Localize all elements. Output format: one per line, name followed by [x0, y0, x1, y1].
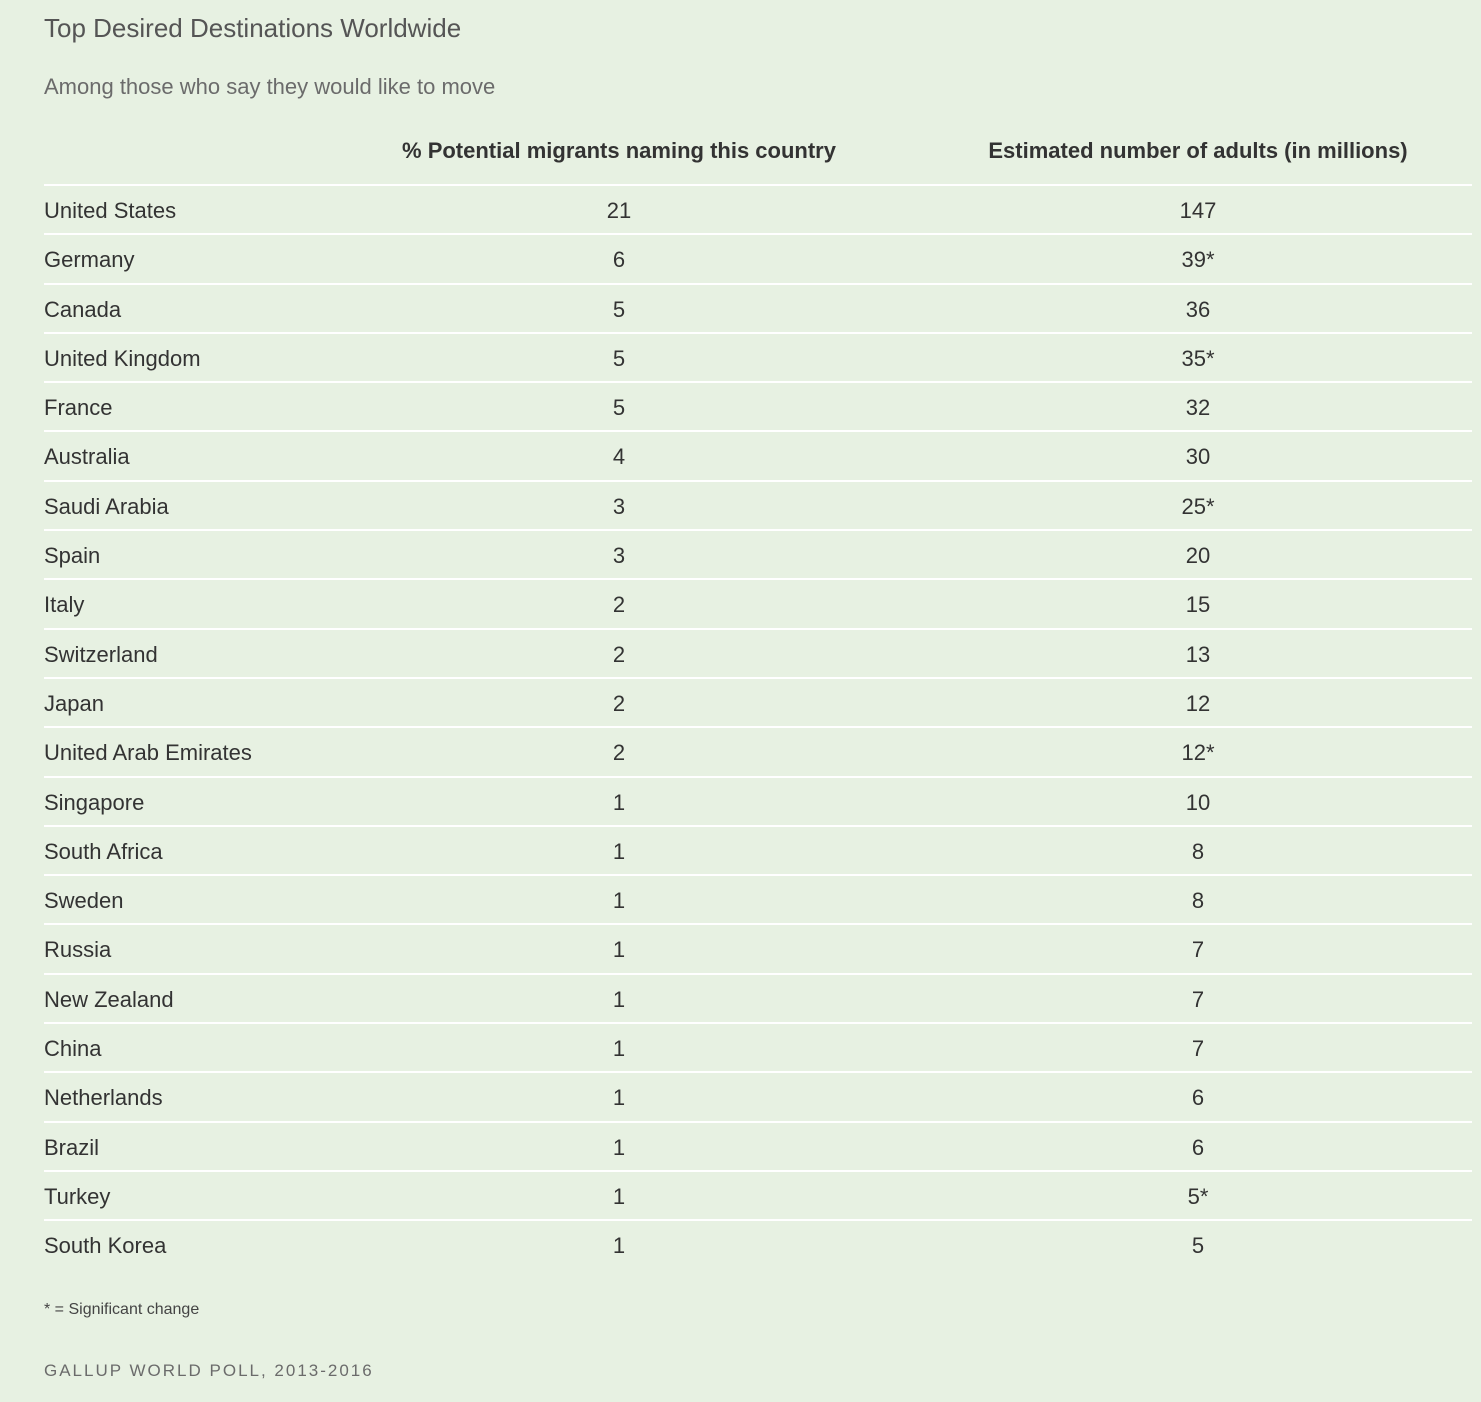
adults-value: 7: [1191, 937, 1205, 963]
adults-value: 30: [1185, 444, 1211, 470]
country-name: Turkey: [44, 1183, 111, 1209]
adults-value: 6: [1191, 1085, 1205, 1111]
table-row: China 1 7: [44, 1024, 1472, 1074]
table-row: Spain 3 20: [44, 531, 1472, 581]
adults-value: 5*: [1187, 1183, 1209, 1209]
table-row: Canada 5 36: [44, 285, 1472, 334]
table-row: United Kingdom 5 35*: [44, 334, 1472, 384]
country-name: Canada: [44, 296, 122, 322]
footnote: * = Significant change: [44, 1301, 200, 1318]
table-row: Australia 4 30: [44, 432, 1472, 482]
country-name: France: [44, 395, 113, 421]
percent-value: 1: [612, 986, 626, 1012]
adults-value: 147: [1179, 198, 1217, 223]
country-name: Japan: [44, 690, 104, 716]
country-name: Sweden: [44, 888, 124, 914]
table-row: South Africa 1 8: [44, 827, 1472, 877]
table-row: Germany 6 39*: [44, 235, 1472, 285]
column-header-adults: Estimated number of adults (in millions): [988, 138, 1408, 163]
table-row: United Arab Emirates 2 12*: [44, 728, 1472, 778]
percent-value: 2: [612, 592, 626, 618]
adults-value: 12: [1185, 690, 1211, 716]
chart-subtitle: Among those who say they would like to m…: [44, 74, 496, 99]
adults-value: 15: [1185, 592, 1211, 618]
source-note: GALLUP WORLD POLL, 2013-2016: [44, 1361, 374, 1380]
table-row: Russia 1 7: [44, 925, 1472, 975]
country-name: Saudi Arabia: [44, 493, 169, 519]
percent-value: 1: [612, 1085, 626, 1111]
table-row: Singapore 1 10: [44, 778, 1472, 827]
country-name: Russia: [44, 937, 112, 963]
table-row: Saudi Arabia 3 25*: [44, 482, 1472, 532]
adults-value: 7: [1191, 1036, 1205, 1062]
country-name: United Arab Emirates: [44, 740, 252, 766]
country-name: China: [44, 1036, 102, 1062]
table-row: Brazil 1 6: [44, 1123, 1472, 1172]
adults-value: 35*: [1181, 345, 1215, 371]
percent-value: 1: [612, 1036, 626, 1062]
percent-value: 21: [606, 198, 632, 223]
column-header-percent: % Potential migrants naming this country: [402, 138, 836, 163]
country-name: Netherlands: [44, 1085, 163, 1111]
percent-value: 1: [612, 937, 626, 963]
percent-value: 1: [612, 888, 626, 914]
table-body: United States 21 147 Germany 6 39* Canada 5 36 Un…: [44, 186, 1472, 1269]
percent-value: 3: [612, 543, 626, 569]
country-name: Singapore: [44, 789, 145, 815]
country-name: Brazil: [44, 1134, 100, 1160]
percent-value: 6: [612, 247, 626, 273]
adults-value: 36: [1185, 296, 1211, 322]
adults-value: 8: [1191, 888, 1205, 914]
table-row: Turkey 1 5*: [44, 1172, 1472, 1222]
country-name: Spain: [44, 543, 101, 569]
table-row: South Korea 1 5: [44, 1221, 1472, 1268]
table-row: Japan 2 12: [44, 679, 1472, 729]
percent-value: 5: [612, 345, 626, 371]
table-row: New Zealand 1 7: [44, 975, 1472, 1025]
adults-value: 7: [1191, 986, 1205, 1012]
percent-value: 2: [612, 690, 626, 716]
adults-value: 25*: [1181, 493, 1215, 519]
adults-value: 5: [1191, 1233, 1205, 1259]
adults-value: 32: [1185, 395, 1211, 421]
percent-value: 1: [612, 838, 626, 864]
country-name: Italy: [44, 592, 85, 618]
percent-value: 5: [612, 296, 626, 322]
table-row: United States 21 147: [44, 186, 1472, 236]
table-row: Netherlands 1 6: [44, 1073, 1472, 1123]
table-row: Italy 2 15: [44, 580, 1472, 630]
chart-title: Top Desired Destinations Worldwide: [44, 13, 462, 43]
percent-value: 5: [612, 395, 626, 421]
country-name: United States: [44, 198, 177, 223]
adults-value: 8: [1191, 838, 1205, 864]
percent-value: 1: [612, 1183, 626, 1209]
country-name: South Korea: [44, 1233, 167, 1259]
percent-value: 4: [612, 444, 626, 470]
adults-value: 6: [1191, 1134, 1205, 1160]
percent-value: 2: [612, 740, 626, 766]
table-row: France 5 32: [44, 383, 1472, 433]
percent-value: 1: [612, 1233, 626, 1259]
percent-value: 3: [612, 493, 626, 519]
country-name: Switzerland: [44, 641, 158, 667]
table-row: Sweden 1 8: [44, 876, 1472, 926]
adults-value: 13: [1185, 641, 1211, 667]
country-name: Germany: [44, 247, 135, 273]
country-name: South Africa: [44, 838, 163, 864]
country-name: New Zealand: [44, 986, 174, 1012]
percent-value: 2: [612, 641, 626, 667]
adults-value: 10: [1185, 789, 1211, 815]
percent-value: 1: [612, 789, 626, 815]
adults-value: 39*: [1181, 247, 1215, 273]
table-header-row: % Potential migrants naming this country…: [44, 118, 1472, 186]
country-name: Australia: [44, 444, 130, 470]
country-name: United Kingdom: [44, 345, 201, 371]
table-row: Switzerland 2 13: [44, 630, 1472, 679]
adults-value: 20: [1185, 543, 1211, 569]
data-table: % Potential migrants naming this country…: [44, 118, 1472, 1269]
percent-value: 1: [612, 1134, 626, 1160]
adults-value: 12*: [1181, 740, 1215, 766]
